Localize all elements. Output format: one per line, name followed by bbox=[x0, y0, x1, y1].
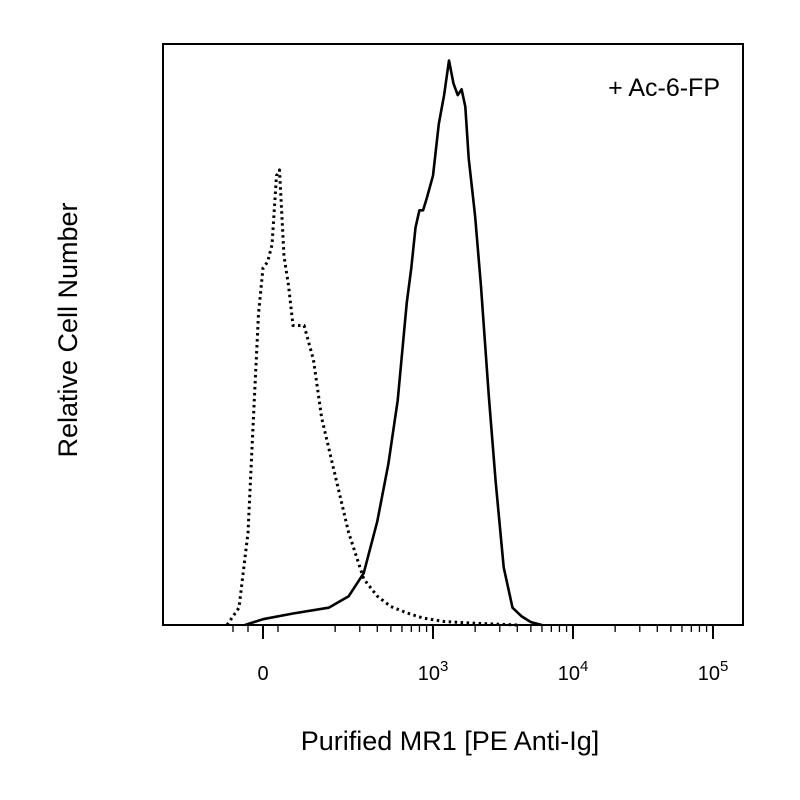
series-layer bbox=[227, 61, 542, 626]
x-tick-labels: 0 103 104 105 bbox=[257, 658, 728, 685]
y-axis-title: Relative Cell Number bbox=[53, 202, 83, 457]
major-ticks bbox=[263, 625, 713, 639]
x-tick-label: 104 bbox=[558, 658, 589, 685]
annotation-label: + Ac-6-FP bbox=[608, 74, 720, 102]
x-tick-label: 103 bbox=[418, 658, 449, 685]
solid-series-curve bbox=[245, 61, 542, 626]
dotted-series-curve bbox=[227, 170, 517, 625]
minor-ticks bbox=[233, 625, 707, 632]
x-tick-label: 105 bbox=[698, 658, 729, 685]
x-axis-title: Purified MR1 [PE Anti-Ig] bbox=[301, 726, 600, 756]
plot-frame bbox=[163, 44, 743, 625]
x-tick-label: 0 bbox=[257, 663, 268, 685]
